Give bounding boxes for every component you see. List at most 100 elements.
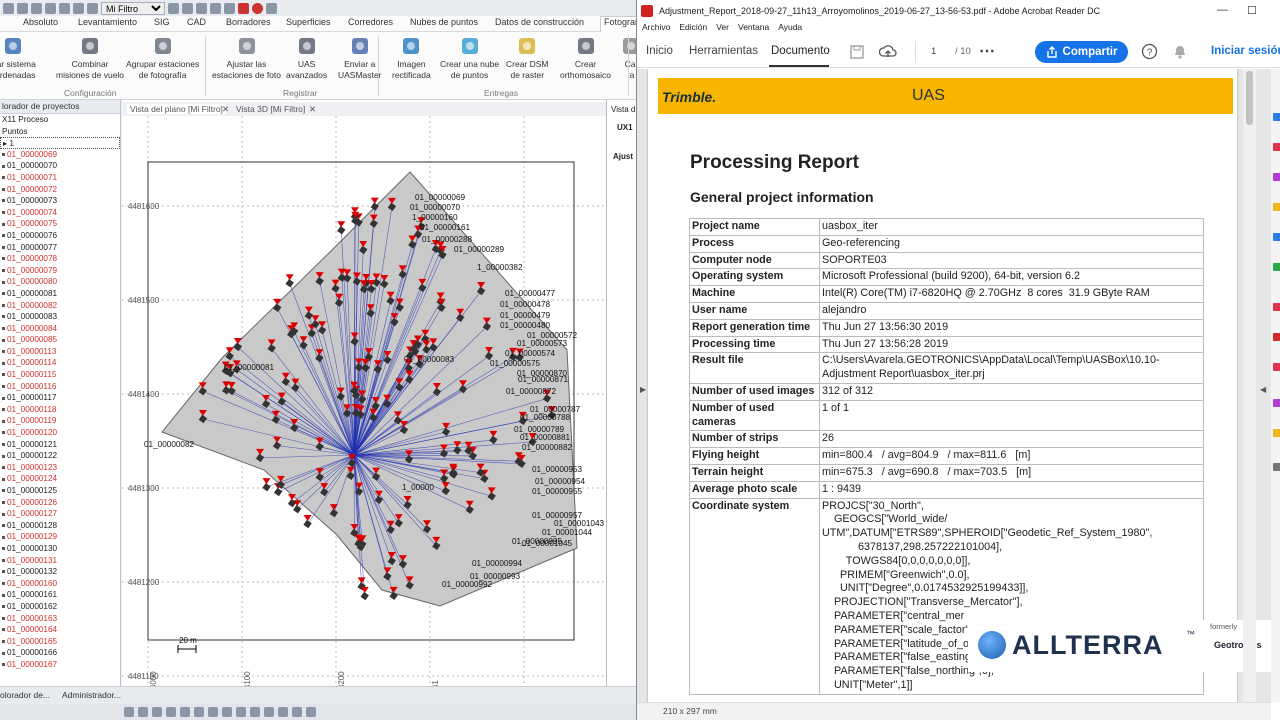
tree-item[interactable]: Puntos: [0, 126, 120, 138]
ribbon-tab[interactable]: Absoluto: [23, 17, 59, 27]
status-icon[interactable]: [306, 707, 316, 717]
tree-item[interactable]: 01_00000076: [0, 230, 120, 242]
tree-item[interactable]: 01_00000118: [0, 404, 120, 416]
tree-item[interactable]: 01_00000128: [0, 520, 120, 532]
tree-item[interactable]: 01_00000127: [0, 508, 120, 520]
redo-icon[interactable]: [59, 2, 70, 14]
ribbon-button[interactable]: Agrupar estaciones de fotografía: [126, 35, 199, 81]
optimize-icon[interactable]: [1273, 363, 1280, 371]
ribbon-button[interactable]: Crear una nube de puntos: [440, 35, 499, 81]
zoom-icon[interactable]: [210, 2, 221, 14]
status-icon[interactable]: [152, 707, 162, 717]
menu-archivo[interactable]: Archivo: [642, 22, 671, 32]
tree-item[interactable]: 01_00000073: [0, 195, 120, 207]
tab-3d-view[interactable]: Vista 3D [Mi Filtro]: [236, 104, 306, 114]
ribbon-button[interactable]: biar sistemaoordenadas: [0, 35, 36, 81]
tree-item[interactable]: 01_00000116: [0, 381, 120, 393]
fill-sign-icon[interactable]: [1273, 399, 1280, 407]
tree-item[interactable]: 01_00000160: [0, 578, 120, 590]
ribbon-button[interactable]: Enviar a UASMaster: [338, 35, 381, 81]
protect-icon[interactable]: [1273, 333, 1280, 341]
tree-item[interactable]: 01_00000085: [0, 334, 120, 346]
status-icon[interactable]: [138, 707, 148, 717]
tree-item[interactable]: 01_00000166: [0, 647, 120, 659]
tree-item[interactable]: 01_00000117: [0, 392, 120, 404]
tree-item[interactable]: 01_00000120: [0, 427, 120, 439]
grid-icon[interactable]: [196, 2, 207, 14]
plan-canvas[interactable]: 4481600 4481500 4481400 4481300 4481200 44811…: [122, 100, 606, 705]
tree-item[interactable]: 01_00000126: [0, 497, 120, 509]
ribbon-button[interactable]: Imagen rectificada: [392, 35, 431, 81]
status-icon[interactable]: [166, 707, 176, 717]
tree-item[interactable]: 01_00000163: [0, 613, 120, 625]
tree-item[interactable]: 01_00000167: [0, 659, 120, 671]
ribbon-button[interactable]: Crear orthomosaico: [560, 35, 611, 81]
status-icon[interactable]: [292, 707, 302, 717]
status-icon[interactable]: [180, 707, 190, 717]
notification-bell-icon[interactable]: [1172, 43, 1188, 60]
tab-inicio[interactable]: Inicio: [646, 45, 673, 57]
tree-item[interactable]: 01_00000164: [0, 624, 120, 636]
ribbon-tab[interactable]: Datos de construcción: [495, 17, 585, 27]
tree-item[interactable]: 01_00000165: [0, 636, 120, 648]
status-icon[interactable]: [278, 707, 288, 717]
tree-item[interactable]: 01_00000125: [0, 485, 120, 497]
tree-item[interactable]: 01_00000114: [0, 357, 120, 369]
tree-item[interactable]: 01_00000069: [0, 149, 120, 161]
record-icon[interactable]: [238, 2, 249, 14]
tree-item[interactable]: 01_00000131: [0, 555, 120, 567]
tree-item[interactable]: 01_00000075: [0, 218, 120, 230]
filter-select[interactable]: Mi Filtro: [101, 1, 165, 15]
status-icon[interactable]: [194, 707, 204, 717]
create-pdf-icon[interactable]: [1273, 143, 1280, 151]
ribbon-tab[interactable]: CAD: [187, 17, 207, 27]
status-icon[interactable]: [236, 707, 246, 717]
document-area[interactable]: ▶ Trimble. UAS Processing Report General…: [637, 69, 1271, 702]
tree-item[interactable]: 01_00000161: [0, 589, 120, 601]
stamp-icon[interactable]: [1273, 429, 1280, 437]
tab-plan-view[interactable]: Vista del plano [Mi Filtro]: [127, 104, 226, 114]
comment-icon[interactable]: [1273, 203, 1280, 211]
tree-item[interactable]: 01_00000081: [0, 288, 120, 300]
tree-item[interactable]: 01_00000123: [0, 462, 120, 474]
tree-item[interactable]: 01_00000132: [0, 566, 120, 578]
tab-secondary-view[interactable]: Vista d: [611, 105, 636, 114]
ribbon-tab[interactable]: SIG: [154, 17, 170, 27]
combine-icon[interactable]: [1273, 233, 1280, 241]
more-options-icon[interactable]: ⋯: [979, 43, 995, 60]
tree-item[interactable]: 01_00000074: [0, 207, 120, 219]
upload-cloud-icon[interactable]: [879, 44, 897, 60]
tab-documento[interactable]: Documento: [771, 45, 830, 57]
ribbon-button[interactable]: Combinar misiones de vuelo: [56, 35, 124, 81]
tab-herramientas[interactable]: Herramientas: [689, 45, 759, 57]
undo-icon[interactable]: [45, 2, 56, 14]
plan-view[interactable]: 4481600 4481500 4481400 4481300 4481200 44811…: [122, 100, 606, 705]
tree-item[interactable]: 01_00000119: [0, 415, 120, 427]
snap-icon[interactable]: [182, 2, 193, 14]
tools-icon[interactable]: [266, 2, 277, 14]
pan-icon[interactable]: [224, 2, 235, 14]
export-pdf-icon[interactable]: [1273, 113, 1280, 121]
help-icon[interactable]: ?: [1141, 43, 1158, 60]
tree-item[interactable]: 01_00000071: [0, 172, 120, 184]
ribbon-button[interactable]: UAS avanzados: [286, 35, 327, 81]
tree-item[interactable]: 01_00000070: [0, 160, 120, 172]
tree-item[interactable]: 01_00000113: [0, 346, 120, 358]
tree-item[interactable]: 01_00000072: [0, 184, 120, 196]
organize-icon[interactable]: [1273, 263, 1280, 271]
ribbon-button[interactable]: Calla: [620, 35, 636, 81]
save-icon[interactable]: [849, 44, 865, 60]
vertical-scrollbar[interactable]: [1243, 69, 1256, 702]
more-tools-icon[interactable]: [1273, 463, 1280, 471]
new-icon[interactable]: [3, 2, 14, 14]
status-icon[interactable]: [222, 707, 232, 717]
share-button[interactable]: Compartir: [1035, 41, 1128, 63]
tree-item[interactable]: 01_00000121: [0, 439, 120, 451]
tree-item[interactable]: ▸ 1: [0, 137, 120, 149]
tree-item[interactable]: 01_00000115: [0, 369, 120, 381]
layer-icon[interactable]: [168, 2, 179, 14]
tree-item[interactable]: X11 Proceso: [0, 114, 120, 126]
tab-project-explorer[interactable]: olorador de...: [0, 690, 51, 700]
stop-icon[interactable]: [252, 2, 263, 14]
close-icon[interactable]: ✕: [309, 104, 317, 114]
